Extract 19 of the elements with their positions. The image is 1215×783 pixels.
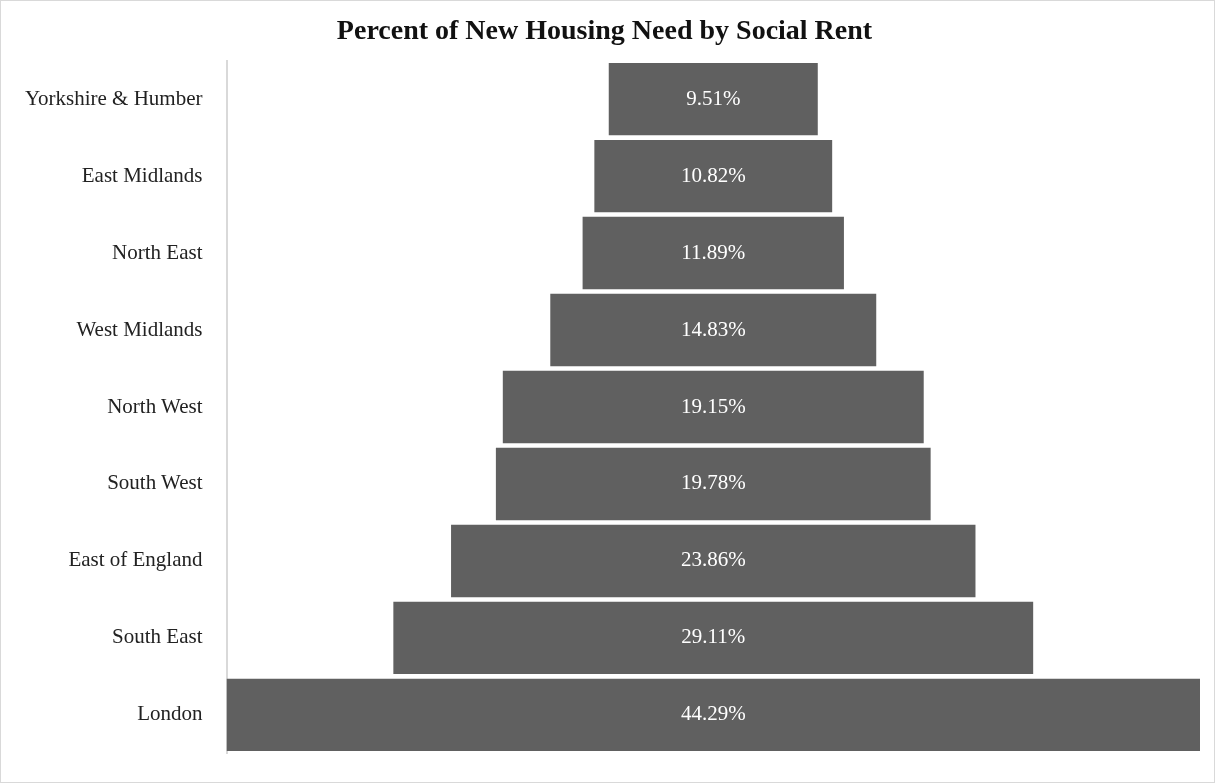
category-label: North West bbox=[107, 393, 203, 418]
category-label: Yorkshire & Humber bbox=[24, 85, 203, 110]
data-label: 14.83% bbox=[680, 316, 746, 341]
category-label: East Midlands bbox=[81, 162, 203, 187]
category-label: West Midlands bbox=[76, 316, 203, 341]
data-label: 9.51% bbox=[686, 85, 741, 110]
data-label: 11.89% bbox=[681, 239, 746, 264]
category-label: East of England bbox=[68, 547, 204, 572]
data-label: 19.15% bbox=[680, 393, 746, 418]
data-label: 19.78% bbox=[680, 470, 746, 495]
data-label: 10.82% bbox=[680, 162, 746, 187]
data-label: 44.29% bbox=[680, 701, 746, 726]
category-label: London bbox=[137, 701, 204, 726]
text: Percent of New Housing Need by Social Rent bbox=[336, 14, 873, 46]
category-label: North East bbox=[112, 239, 203, 264]
data-label: 29.11% bbox=[681, 624, 746, 649]
category-label: South East bbox=[112, 624, 203, 649]
category-label: South West bbox=[107, 470, 203, 495]
data-label: 23.86% bbox=[680, 547, 746, 572]
